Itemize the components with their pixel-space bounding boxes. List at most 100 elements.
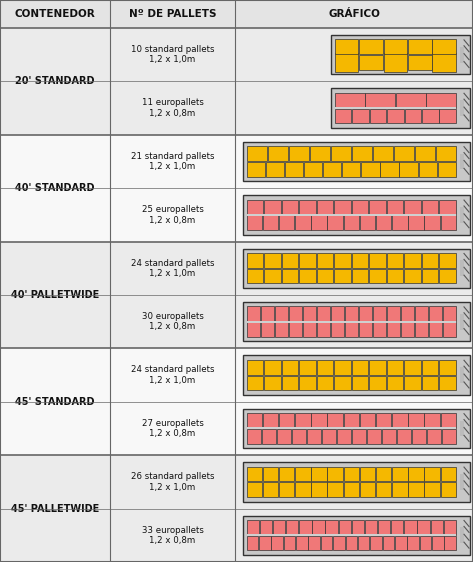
Bar bbox=[299, 200, 316, 214]
Bar bbox=[424, 413, 440, 428]
Bar bbox=[303, 322, 316, 337]
Bar bbox=[275, 306, 288, 321]
Bar bbox=[277, 429, 291, 444]
Bar bbox=[246, 321, 456, 323]
Bar bbox=[246, 413, 262, 428]
Text: 11 europallets
1,2 x 0,8m: 11 europallets 1,2 x 0,8m bbox=[141, 98, 203, 118]
Bar bbox=[243, 302, 470, 341]
Bar bbox=[246, 200, 263, 214]
Bar bbox=[438, 162, 456, 176]
Bar bbox=[397, 429, 411, 444]
Bar bbox=[387, 360, 403, 375]
Bar bbox=[246, 482, 262, 497]
Bar bbox=[404, 253, 421, 268]
Text: Nº DE PALLETS: Nº DE PALLETS bbox=[129, 9, 216, 19]
Bar bbox=[243, 515, 470, 555]
Text: 30 europallets
1,2 x 0,8m: 30 europallets 1,2 x 0,8m bbox=[141, 312, 203, 332]
Bar bbox=[373, 322, 386, 337]
Bar bbox=[432, 53, 456, 72]
Bar bbox=[246, 375, 263, 390]
Bar bbox=[335, 39, 359, 54]
Bar bbox=[404, 520, 417, 535]
Bar bbox=[443, 306, 456, 321]
Bar bbox=[246, 429, 261, 444]
Bar bbox=[246, 322, 260, 337]
Bar bbox=[263, 482, 278, 497]
Text: 27 europallets
1,2 x 0,8m: 27 europallets 1,2 x 0,8m bbox=[141, 419, 203, 438]
Bar bbox=[360, 215, 375, 230]
Bar bbox=[264, 269, 281, 283]
Bar bbox=[422, 269, 438, 283]
Bar bbox=[359, 322, 372, 337]
Bar bbox=[311, 215, 327, 230]
Bar bbox=[376, 413, 391, 428]
Bar bbox=[295, 413, 310, 428]
Bar bbox=[359, 39, 383, 54]
Bar bbox=[422, 200, 438, 214]
Bar bbox=[327, 466, 343, 482]
Bar bbox=[415, 146, 435, 161]
Text: 20' STANDARD: 20' STANDARD bbox=[15, 76, 95, 87]
Bar bbox=[289, 322, 302, 337]
Bar bbox=[295, 482, 310, 497]
Bar bbox=[376, 215, 391, 230]
Bar bbox=[429, 322, 442, 337]
Bar bbox=[263, 215, 278, 230]
Bar bbox=[275, 322, 288, 337]
Bar bbox=[394, 146, 414, 161]
Bar bbox=[0, 295, 473, 348]
Bar bbox=[295, 466, 310, 482]
Text: CONTENEDOR: CONTENEDOR bbox=[15, 9, 96, 19]
Bar bbox=[333, 536, 345, 551]
Bar bbox=[404, 375, 421, 390]
Bar bbox=[0, 0, 473, 28]
Bar bbox=[408, 466, 424, 482]
Bar bbox=[289, 146, 309, 161]
Bar bbox=[246, 428, 456, 429]
Bar bbox=[408, 482, 424, 497]
Bar bbox=[317, 306, 330, 321]
Bar bbox=[358, 536, 369, 551]
Text: 45' PALLETWIDE: 45' PALLETWIDE bbox=[11, 504, 99, 514]
Bar bbox=[378, 520, 390, 535]
Bar bbox=[246, 306, 260, 321]
Bar bbox=[392, 215, 408, 230]
Bar bbox=[404, 269, 421, 283]
Bar bbox=[272, 536, 283, 551]
Bar bbox=[289, 306, 302, 321]
Bar bbox=[442, 429, 456, 444]
Bar bbox=[0, 455, 473, 509]
Bar bbox=[439, 269, 456, 283]
Bar bbox=[370, 108, 386, 123]
Bar bbox=[408, 413, 424, 428]
Bar bbox=[387, 306, 400, 321]
Bar bbox=[286, 520, 298, 535]
Bar bbox=[441, 466, 456, 482]
Bar bbox=[299, 520, 312, 535]
Bar bbox=[285, 162, 303, 176]
Bar bbox=[383, 536, 394, 551]
Bar bbox=[408, 215, 424, 230]
Bar bbox=[404, 360, 421, 375]
Bar bbox=[281, 269, 298, 283]
Bar bbox=[339, 520, 351, 535]
Bar bbox=[279, 215, 294, 230]
Bar bbox=[243, 355, 470, 395]
Bar bbox=[417, 520, 430, 535]
Bar bbox=[299, 253, 316, 268]
Bar bbox=[311, 466, 327, 482]
Bar bbox=[299, 375, 316, 390]
Bar bbox=[352, 520, 364, 535]
Bar bbox=[279, 466, 294, 482]
Bar bbox=[317, 360, 333, 375]
Bar bbox=[312, 520, 324, 535]
Bar bbox=[334, 253, 351, 268]
Bar bbox=[429, 306, 442, 321]
Bar bbox=[408, 55, 431, 70]
Bar bbox=[0, 402, 473, 455]
Bar bbox=[281, 200, 298, 214]
Bar bbox=[243, 248, 470, 288]
Bar bbox=[304, 162, 322, 176]
Bar bbox=[384, 39, 407, 54]
Bar bbox=[439, 200, 456, 214]
